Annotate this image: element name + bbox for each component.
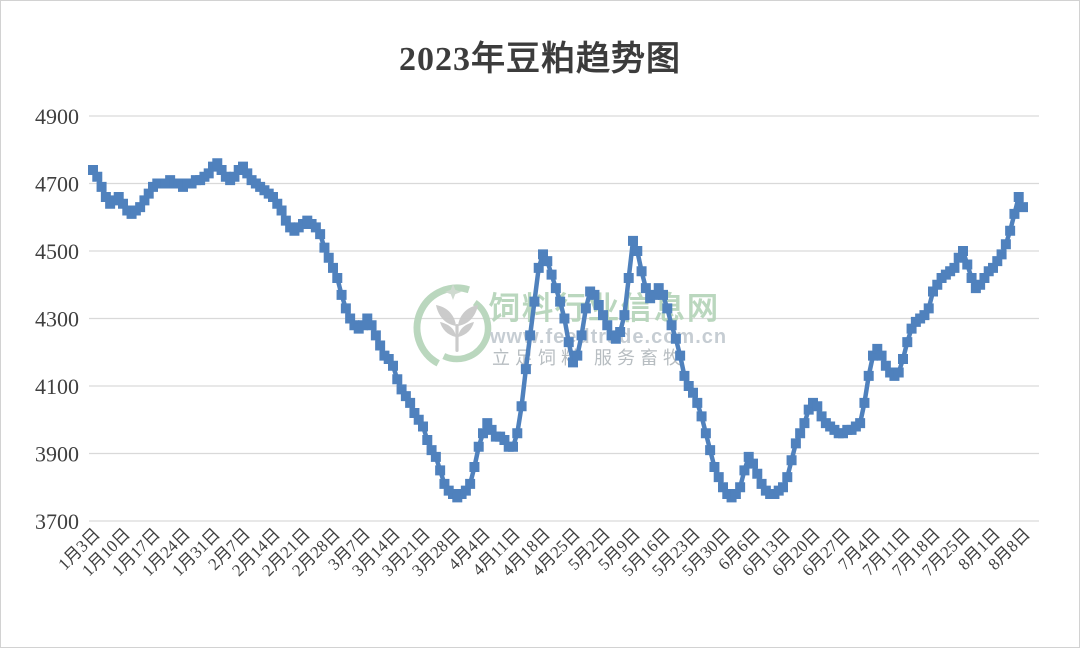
watermark-slogan: 立足饲料 服务畜牧 <box>492 348 686 368</box>
y-axis-labels: 4900 4700 4500 4300 4100 3900 3700 <box>35 104 79 534</box>
watermark-plant-icon <box>436 305 478 352</box>
chart-title: 2023年豆粕趋势图 <box>399 41 681 78</box>
svg-text:4500: 4500 <box>35 239 79 264</box>
watermark: 饲料行业信息网www.feedtrade.com.cn立足饲料 服务畜牧 <box>413 284 726 372</box>
x-axis-labels: 1月3日1月10日1月17日1月24日1月31日2月7日2月14日2月21日2月… <box>54 524 1033 580</box>
svg-text:4100: 4100 <box>35 374 79 399</box>
svg-text:3700: 3700 <box>35 509 79 534</box>
watermark-logo-icon <box>413 284 501 372</box>
svg-text:4900: 4900 <box>35 104 79 129</box>
svg-text:3900: 3900 <box>35 442 79 467</box>
series-markers <box>88 158 1028 503</box>
svg-text:4300: 4300 <box>35 307 79 332</box>
svg-text:4700: 4700 <box>35 172 79 197</box>
